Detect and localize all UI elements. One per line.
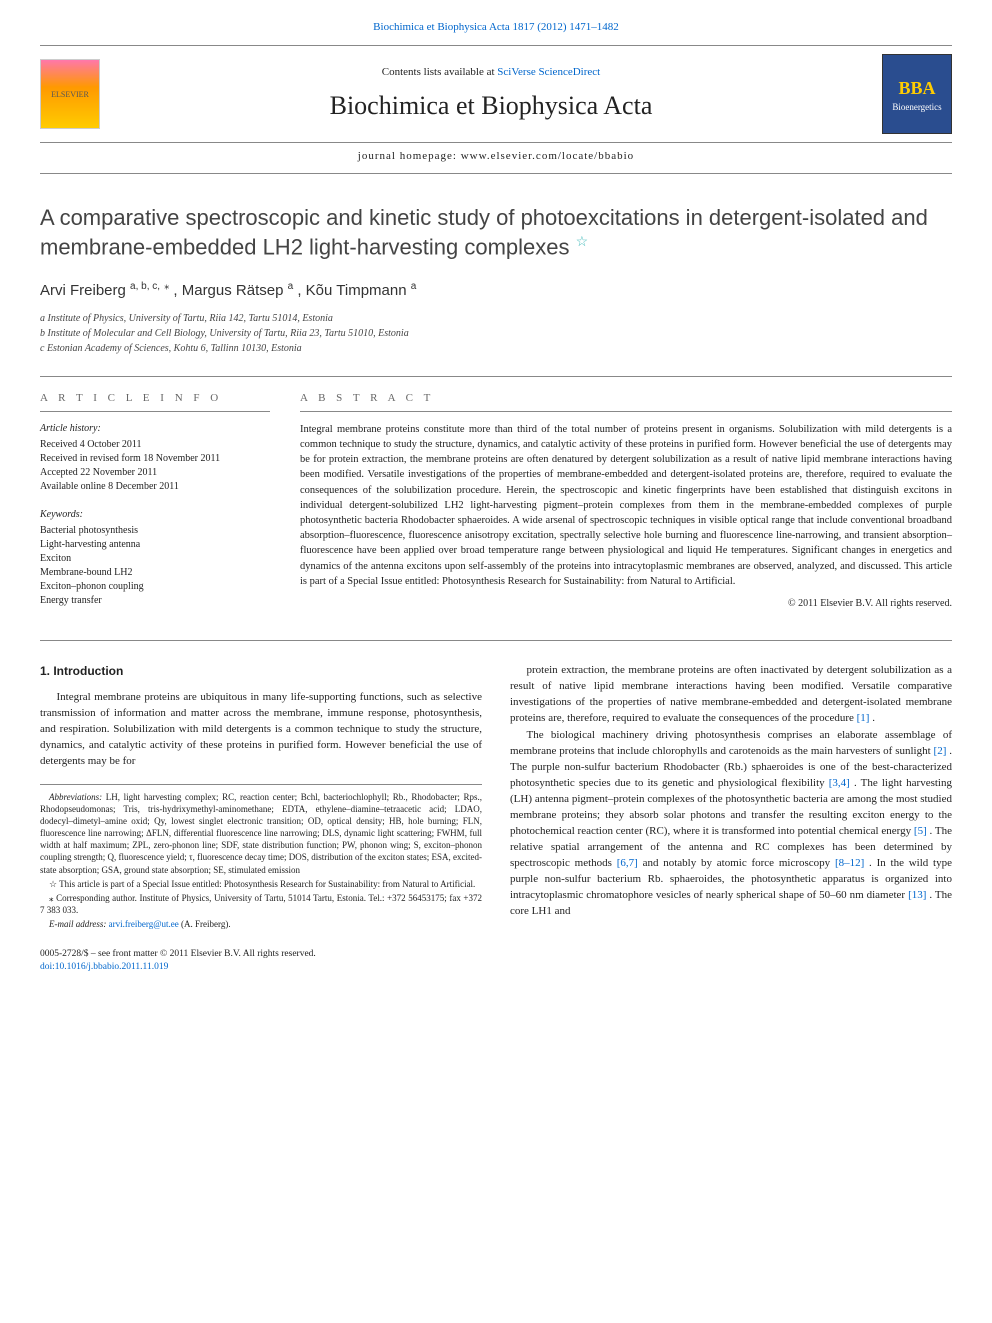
citation-link[interactable]: [6,7] bbox=[617, 857, 638, 869]
article-info-col: A R T I C L E I N F O Article history: R… bbox=[40, 391, 270, 621]
online-date: Available online 8 December 2011 bbox=[40, 480, 270, 494]
citation-link[interactable]: [13] bbox=[908, 889, 926, 901]
keyword: Bacterial photosynthesis bbox=[40, 524, 270, 538]
body-paragraph: Integral membrane proteins are ubiquitou… bbox=[40, 690, 482, 770]
bba-label: BBA bbox=[898, 76, 935, 101]
keyword: Energy transfer bbox=[40, 594, 270, 608]
divider bbox=[40, 640, 952, 641]
citation-link[interactable]: [5] bbox=[914, 825, 927, 837]
article-history: Article history: Received 4 October 2011… bbox=[40, 422, 270, 494]
received-date: Received 4 October 2011 bbox=[40, 438, 270, 452]
abstract-copyright: © 2011 Elsevier B.V. All rights reserved… bbox=[300, 597, 952, 611]
homepage-prefix: journal homepage: bbox=[358, 150, 461, 162]
author-affil-marker: a bbox=[288, 281, 294, 292]
keyword: Exciton bbox=[40, 552, 270, 566]
affiliation: a Institute of Physics, University of Ta… bbox=[40, 311, 952, 326]
author-name: , Kõu Timpmann bbox=[297, 282, 406, 299]
email-note: E-mail address: arvi.freiberg@ut.ee (A. … bbox=[40, 918, 482, 930]
body-text: . bbox=[872, 712, 875, 724]
special-issue-note: ☆ This article is part of a Special Issu… bbox=[40, 878, 482, 890]
affiliation: b Institute of Molecular and Cell Biolog… bbox=[40, 326, 952, 341]
keyword: Exciton–phonon coupling bbox=[40, 580, 270, 594]
elsevier-label: ELSEVIER bbox=[51, 89, 89, 100]
body-paragraph: protein extraction, the membrane protein… bbox=[510, 663, 952, 727]
citation-link[interactable]: [2] bbox=[934, 745, 947, 757]
journal-header: ELSEVIER Contents lists available at Sci… bbox=[40, 45, 952, 143]
author-name: Arvi Freiberg bbox=[40, 282, 126, 299]
body-paragraph: The biological machinery driving photosy… bbox=[510, 728, 952, 919]
email-link[interactable]: arvi.freiberg@ut.ee bbox=[109, 919, 179, 929]
body-text: and notably by atomic force microscopy bbox=[643, 857, 835, 869]
section-heading: 1. Introduction bbox=[40, 663, 482, 680]
abstract-label: A B S T R A C T bbox=[300, 391, 952, 411]
affiliation: c Estonian Academy of Sciences, Kohtu 6,… bbox=[40, 341, 952, 356]
bba-sublabel: Bioenergetics bbox=[892, 101, 941, 114]
issue-citation: Biochimica et Biophysica Acta 1817 (2012… bbox=[40, 20, 952, 35]
bba-cover-icon: BBA Bioenergetics bbox=[882, 54, 952, 134]
revised-date: Received in revised form 18 November 201… bbox=[40, 452, 270, 466]
contents-prefix: Contents lists available at bbox=[382, 66, 497, 78]
title-text: A comparative spectroscopic and kinetic … bbox=[40, 205, 928, 260]
body-text: The biological machinery driving photosy… bbox=[510, 729, 952, 757]
body-columns: 1. Introduction Integral membrane protei… bbox=[40, 663, 952, 931]
sciencedirect-link[interactable]: SciVerse ScienceDirect bbox=[497, 66, 600, 78]
keywords-label: Keywords: bbox=[40, 508, 270, 522]
keyword: Membrane-bound LH2 bbox=[40, 566, 270, 580]
journal-homepage: journal homepage: www.elsevier.com/locat… bbox=[40, 149, 952, 173]
author-list: Arvi Freiberg a, b, c, ⁎ , Margus Rätsep… bbox=[40, 280, 952, 301]
email-label: E-mail address: bbox=[49, 919, 106, 929]
article-title: A comparative spectroscopic and kinetic … bbox=[40, 204, 952, 263]
title-footnote-icon: ☆ bbox=[576, 233, 589, 249]
keyword: Light-harvesting antenna bbox=[40, 538, 270, 552]
keywords-block: Keywords: Bacterial photosynthesis Light… bbox=[40, 508, 270, 608]
front-matter-line: 0005-2728/$ – see front matter © 2011 El… bbox=[40, 948, 952, 960]
corresponding-marker: ⁎ bbox=[164, 281, 169, 292]
elsevier-logo: ELSEVIER bbox=[40, 59, 100, 129]
citation-link[interactable]: [1] bbox=[857, 712, 870, 724]
abbreviations-note: Abbreviations: LH, light harvesting comp… bbox=[40, 791, 482, 876]
doi-link[interactable]: doi:10.1016/j.bbabio.2011.11.019 bbox=[40, 962, 168, 972]
author-affil-marker: a bbox=[411, 281, 417, 292]
journal-name: Biochimica et Biophysica Acta bbox=[100, 88, 882, 124]
abbrev-text: LH, light harvesting complex; RC, reacti… bbox=[40, 792, 482, 875]
author-affil-marker: a, b, c, bbox=[130, 281, 160, 292]
header-center: Contents lists available at SciVerse Sci… bbox=[100, 65, 882, 125]
article-info-label: A R T I C L E I N F O bbox=[40, 391, 270, 411]
abstract-text: Integral membrane proteins constitute mo… bbox=[300, 422, 952, 589]
issue-link[interactable]: Biochimica et Biophysica Acta 1817 (2012… bbox=[373, 21, 619, 33]
page-footer: 0005-2728/$ – see front matter © 2011 El… bbox=[40, 948, 952, 973]
accepted-date: Accepted 22 November 2011 bbox=[40, 466, 270, 480]
corresponding-author-note: ⁎ Corresponding author. Institute of Phy… bbox=[40, 892, 482, 916]
footnotes: Abbreviations: LH, light harvesting comp… bbox=[40, 784, 482, 931]
contents-available: Contents lists available at SciVerse Sci… bbox=[100, 65, 882, 80]
abbrev-label: Abbreviations: bbox=[49, 792, 102, 802]
doi-line: doi:10.1016/j.bbabio.2011.11.019 bbox=[40, 961, 952, 973]
affiliations: a Institute of Physics, University of Ta… bbox=[40, 311, 952, 356]
email-suffix: (A. Freiberg). bbox=[181, 919, 231, 929]
citation-link[interactable]: [3,4] bbox=[829, 777, 850, 789]
homepage-url: www.elsevier.com/locate/bbabio bbox=[461, 150, 634, 162]
info-abstract-row: A R T I C L E I N F O Article history: R… bbox=[40, 376, 952, 621]
history-label: Article history: bbox=[40, 422, 270, 436]
author-name: , Margus Rätsep bbox=[173, 282, 283, 299]
citation-link[interactable]: [8–12] bbox=[835, 857, 864, 869]
abstract-col: A B S T R A C T Integral membrane protei… bbox=[300, 391, 952, 621]
body-text: protein extraction, the membrane protein… bbox=[510, 664, 952, 724]
